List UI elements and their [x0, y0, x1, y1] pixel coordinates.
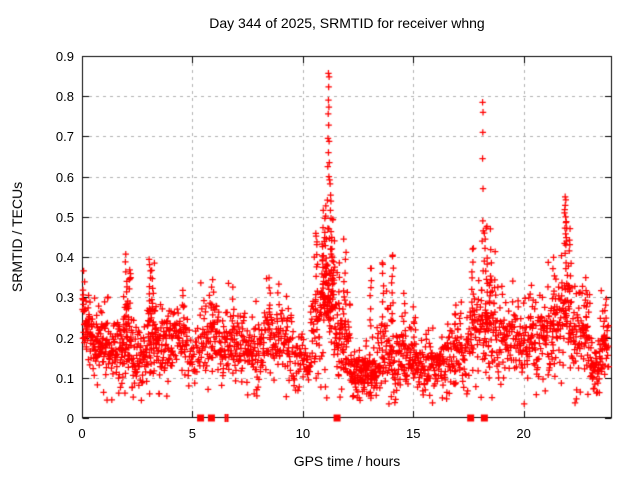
- x-axis-tick-label: 15: [406, 426, 421, 441]
- y-axis-tick-label: 0.2: [55, 330, 74, 346]
- chart-title: Day 344 of 2025, SRMTID for receiver whn…: [209, 15, 485, 31]
- x-axis-tick-label: 10: [295, 426, 311, 441]
- y-axis-tick-label: 0.6: [55, 169, 74, 185]
- x-axis-tick-label: 5: [188, 426, 197, 441]
- y-axis-tick-label: 0.3: [55, 290, 74, 306]
- y-axis-tick-label: 0: [66, 411, 74, 426]
- y-axis-tick-label: 0.4: [55, 250, 74, 266]
- x-axis-tick-label: 0: [78, 426, 86, 441]
- y-axis-tick-label: 0.7: [55, 129, 74, 145]
- y-axis-label: SRMTID / TECUs: [9, 181, 25, 293]
- y-axis-tick-label: 0.5: [55, 209, 74, 225]
- x-axis-label: GPS time / hours: [293, 453, 401, 469]
- y-axis-tick-label: 0.8: [55, 89, 74, 105]
- y-axis-tick-label: 0.9: [55, 49, 74, 64]
- x-axis-tick-label: 20: [516, 426, 531, 441]
- y-axis-tick-label: 0.1: [55, 370, 74, 386]
